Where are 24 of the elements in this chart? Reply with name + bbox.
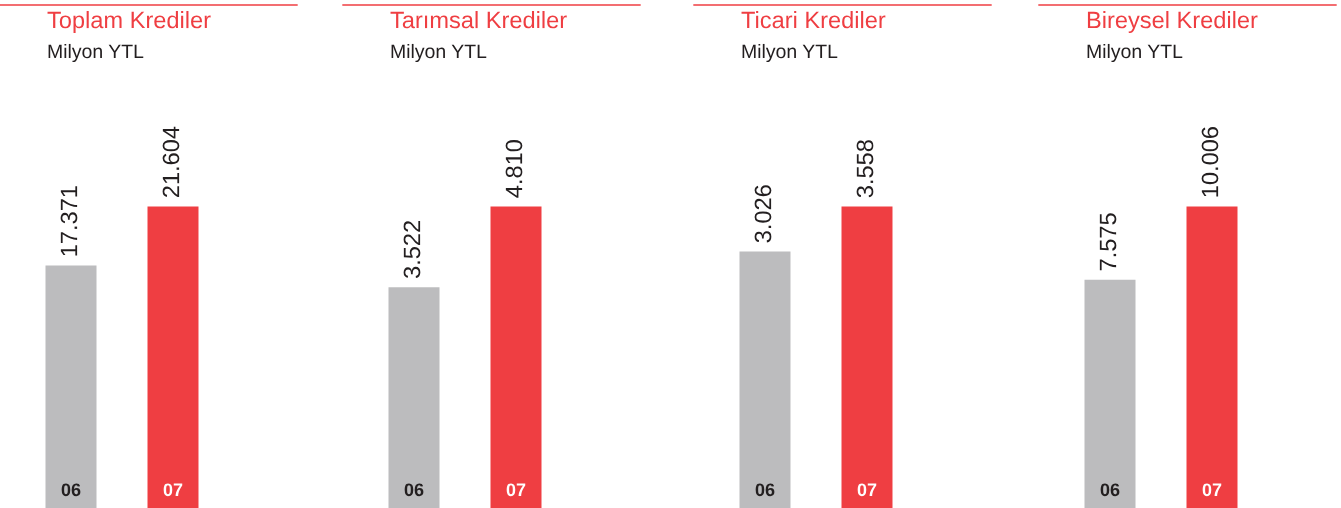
x-tick-label: 06 bbox=[755, 483, 775, 497]
data-label: 3.522 bbox=[403, 221, 421, 279]
x-tick-label: 07 bbox=[163, 483, 183, 497]
chart-subtitle: Milyon YTL bbox=[742, 43, 838, 63]
data-label: 7.575 bbox=[1099, 213, 1117, 271]
x-tick-label: 07 bbox=[857, 483, 877, 497]
chart-title: Tarımsal Krediler bbox=[390, 11, 567, 29]
chart-subtitle: Milyon YTL bbox=[1087, 43, 1183, 63]
chart-title: Toplam Krediler bbox=[47, 11, 211, 33]
x-tick-label: 06 bbox=[61, 483, 81, 497]
data-label: 3.026 bbox=[754, 185, 772, 243]
chart-subtitle: Milyon YTL bbox=[48, 43, 144, 63]
data-label: 17.371 bbox=[60, 186, 78, 256]
data-label: 4.810 bbox=[505, 140, 523, 198]
data-label: 21.604 bbox=[162, 126, 180, 198]
x-tick-label: 07 bbox=[1202, 483, 1222, 497]
chart-subtitle: Milyon YTL bbox=[391, 43, 487, 63]
x-tick-label: 06 bbox=[1100, 483, 1120, 497]
chart-title: Bireysel Krediler bbox=[1087, 11, 1258, 33]
chart-title: Ticari Krediler bbox=[741, 11, 886, 29]
data-label: 3.558 bbox=[856, 140, 874, 198]
data-label: 10.006 bbox=[1201, 127, 1219, 197]
x-tick-label: 06 bbox=[404, 483, 424, 497]
x-tick-label: 07 bbox=[506, 483, 526, 497]
